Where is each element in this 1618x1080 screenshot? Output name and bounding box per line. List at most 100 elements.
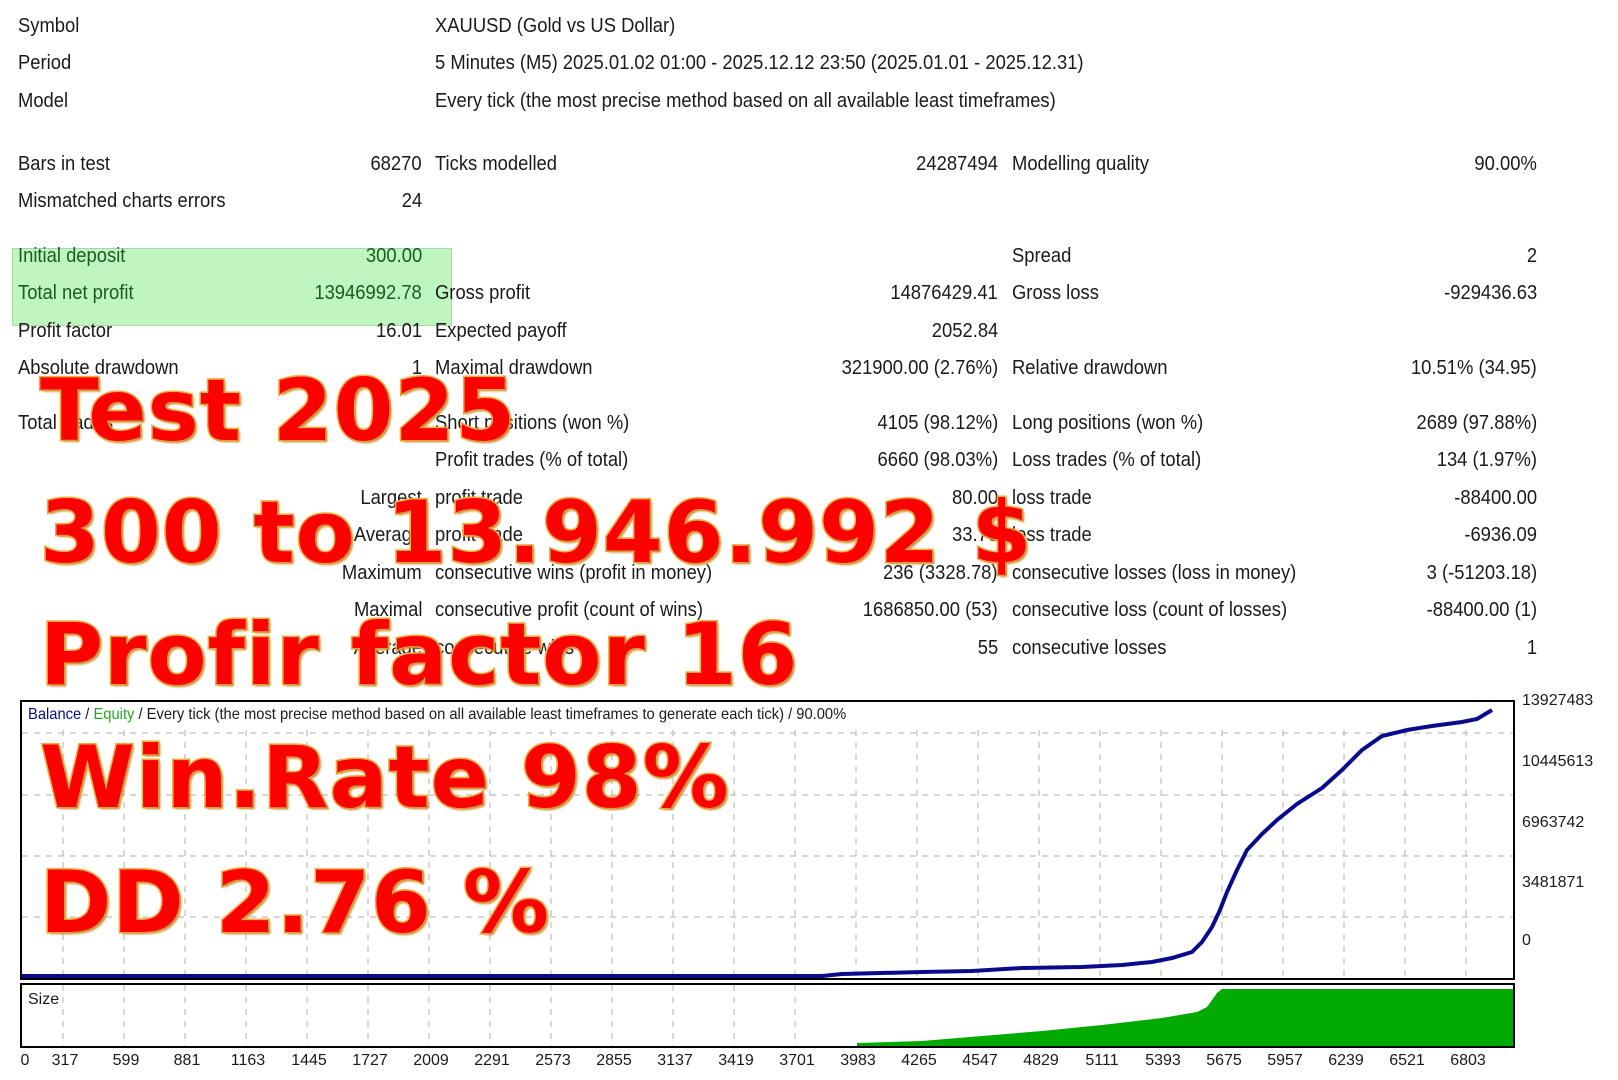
highlight-box	[12, 248, 452, 326]
size-chart: Size	[20, 983, 1515, 1048]
period-label: Period	[18, 52, 72, 74]
x-tick: 4547	[962, 1052, 998, 1069]
legend-separator: /	[81, 706, 94, 723]
ticks-label: Ticks modelled	[435, 153, 558, 175]
x-tick: 5957	[1267, 1052, 1303, 1069]
total-trades-label: Total trades	[18, 412, 114, 434]
maximal-prefix: Maximal	[353, 599, 422, 621]
x-tick: 1445	[291, 1052, 327, 1069]
avg-consecutive-prefix: Average	[353, 637, 422, 659]
gross-profit-label: Gross profit	[435, 282, 531, 304]
x-tick: 1163	[230, 1052, 266, 1069]
legend-equity: Equity	[93, 706, 135, 723]
maximum-prefix: Maximum	[342, 562, 422, 584]
maximal-profit-value: 1686850.00 (53)	[862, 599, 998, 621]
x-tick: 5111	[1085, 1052, 1119, 1069]
largest-loss-label: loss trade	[1012, 487, 1092, 509]
gross-loss-label: Gross loss	[1012, 282, 1099, 304]
max-wins-label: consecutive wins (profit in money)	[435, 562, 713, 584]
x-tick: 6803	[1450, 1052, 1486, 1069]
maximal-drawdown-value: 321900.00 (2.76%)	[841, 357, 998, 379]
x-tick: 3701	[779, 1052, 815, 1069]
balance-chart-plot	[22, 708, 1513, 978]
x-tick: 6239	[1328, 1052, 1364, 1069]
overlay-line-3: Profir factor 16	[38, 605, 799, 705]
x-tick: 5393	[1145, 1052, 1181, 1069]
maximal-loss-label: consecutive loss (count of losses)	[1012, 599, 1288, 621]
x-tick: 881	[173, 1052, 201, 1069]
x-tick: 2573	[535, 1052, 571, 1069]
period-value: 5 Minutes (M5) 2025.01.02 01:00 - 2025.1…	[435, 52, 1084, 74]
profit-trades-label: Profit trades (% of total)	[435, 449, 629, 471]
x-tick: 5675	[1206, 1052, 1242, 1069]
relative-drawdown-value: 10.51% (34.95)	[1411, 357, 1537, 379]
overlay-line-1: Test 2025	[38, 361, 517, 461]
long-positions-value: 2689 (97.88%)	[1416, 412, 1537, 434]
long-positions-label: Long positions (won %)	[1012, 412, 1204, 434]
x-tick: 0	[20, 1052, 30, 1069]
net-profit-label: Total net profit	[18, 282, 134, 304]
initial-deposit-label: Initial deposit	[18, 245, 126, 267]
gross-profit-value: 14876429.41	[890, 282, 998, 304]
short-positions-label: Short positions (won %)	[435, 412, 630, 434]
profit-factor-value: 16.01	[375, 320, 422, 342]
gross-loss-value: -929436.63	[1443, 282, 1537, 304]
symbol-label: Symbol	[18, 15, 80, 37]
symbol-value: XAUUSD (Gold vs US Dollar)	[435, 15, 676, 37]
x-tick: 4829	[1023, 1052, 1059, 1069]
bars-value: 68270	[370, 153, 422, 175]
balance-line	[22, 708, 1494, 978]
spread-label: Spread	[1012, 245, 1072, 267]
average-profit-value: 33.70	[951, 524, 998, 546]
chart-legend: Balance / Equity / Every tick (the most …	[28, 706, 846, 724]
avg-consecutive-losses-label: consecutive losses	[1012, 637, 1167, 659]
mismatched-value: 24	[401, 190, 422, 212]
overlay-line-4: Win.Rate 98%	[39, 728, 731, 828]
x-tick: 3419	[718, 1052, 754, 1069]
x-tick: 4265	[901, 1052, 937, 1069]
y-tick-4: 13927483	[1522, 692, 1594, 709]
balance-chart: Balance / Equity / Every tick (the most …	[20, 700, 1515, 980]
legend-balance: Balance	[28, 706, 82, 723]
mismatched-label: Mismatched charts errors	[18, 190, 226, 212]
x-tick: 2291	[474, 1052, 510, 1069]
x-tick: 317	[51, 1052, 79, 1069]
quality-label: Modelling quality	[1012, 153, 1150, 175]
y-tick-0: 0	[1522, 932, 1531, 949]
largest-loss-value: -88400.00	[1454, 487, 1537, 509]
profit-factor-label: Profit factor	[18, 320, 113, 342]
legend-description: / Every tick (the most precise method ba…	[134, 706, 847, 723]
loss-trades-label: Loss trades (% of total)	[1012, 449, 1202, 471]
average-loss-label: loss trade	[1012, 524, 1092, 546]
quality-value: 90.00%	[1474, 153, 1537, 175]
model-value: Every tick (the most precise method base…	[435, 90, 1056, 112]
expected-payoff-label: Expected payoff	[435, 320, 567, 342]
y-tick-3: 10445613	[1522, 753, 1594, 770]
net-profit-value: 13946992.78	[314, 282, 422, 304]
maximal-drawdown-label: Maximal drawdown	[435, 357, 593, 379]
max-wins-value: 236 (3328.78)	[883, 562, 998, 584]
max-losses-label: consecutive losses (loss in money)	[1012, 562, 1297, 584]
size-label: Size	[28, 991, 60, 1008]
overlay-line-2: 300 to 13.946.992 $	[38, 483, 1033, 583]
absolute-drawdown-value: 1	[411, 357, 422, 379]
strategy-tester-report: Symbol XAUUSD (Gold vs US Dollar) Period…	[12, 15, 1537, 659]
average-loss-value: -6936.09	[1464, 524, 1537, 546]
maximal-loss-value: -88400.00 (1)	[1426, 599, 1537, 621]
y-tick-1: 3481871	[1522, 874, 1585, 891]
largest-profit-value: 80.00	[951, 487, 998, 509]
average-profit-label: profit trade	[435, 524, 523, 546]
overlay-line-5: DD 2.76 %	[38, 853, 551, 953]
x-tick: 2855	[596, 1052, 632, 1069]
short-positions-value: 4105 (98.12%)	[877, 412, 998, 434]
loss-trades-value: 134 (1.97%)	[1436, 449, 1537, 471]
size-area	[857, 989, 1513, 1046]
x-tick: 2009	[413, 1052, 449, 1069]
maximal-profit-label: consecutive profit (count of wins)	[435, 599, 703, 621]
avg-consecutive-wins-label: consecutive wins	[435, 637, 575, 659]
avg-consecutive-losses-value: 1	[1526, 637, 1537, 659]
absolute-drawdown-label: Absolute drawdown	[18, 357, 179, 379]
x-tick: 6521	[1389, 1052, 1425, 1069]
relative-drawdown-label: Relative drawdown	[1012, 357, 1168, 379]
bars-label: Bars in test	[18, 153, 111, 175]
